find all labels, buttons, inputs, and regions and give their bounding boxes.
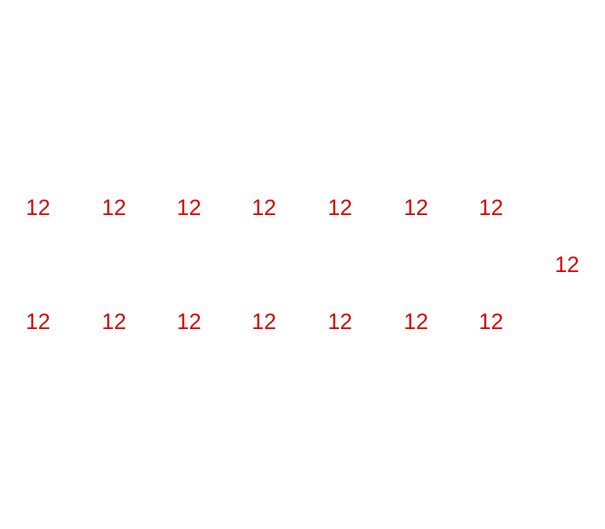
label-bottom-1: 12 <box>25 309 51 334</box>
label-bottom-7: 12 <box>478 309 504 334</box>
label-bottom-3: 12 <box>176 309 202 334</box>
label-bottom-6: 12 <box>403 309 429 334</box>
label-top-2: 12 <box>101 195 127 220</box>
label-top-1: 12 <box>25 195 51 220</box>
label-top-4: 12 <box>251 195 277 220</box>
label-top-6: 12 <box>403 195 429 220</box>
label-middle-right: 12 <box>554 252 580 277</box>
label-bottom-2: 12 <box>101 309 127 334</box>
label-top-7: 12 <box>478 195 504 220</box>
label-bottom-5: 12 <box>327 309 353 334</box>
label-top-3: 12 <box>176 195 202 220</box>
label-top-5: 12 <box>327 195 353 220</box>
label-bottom-4: 12 <box>251 309 277 334</box>
